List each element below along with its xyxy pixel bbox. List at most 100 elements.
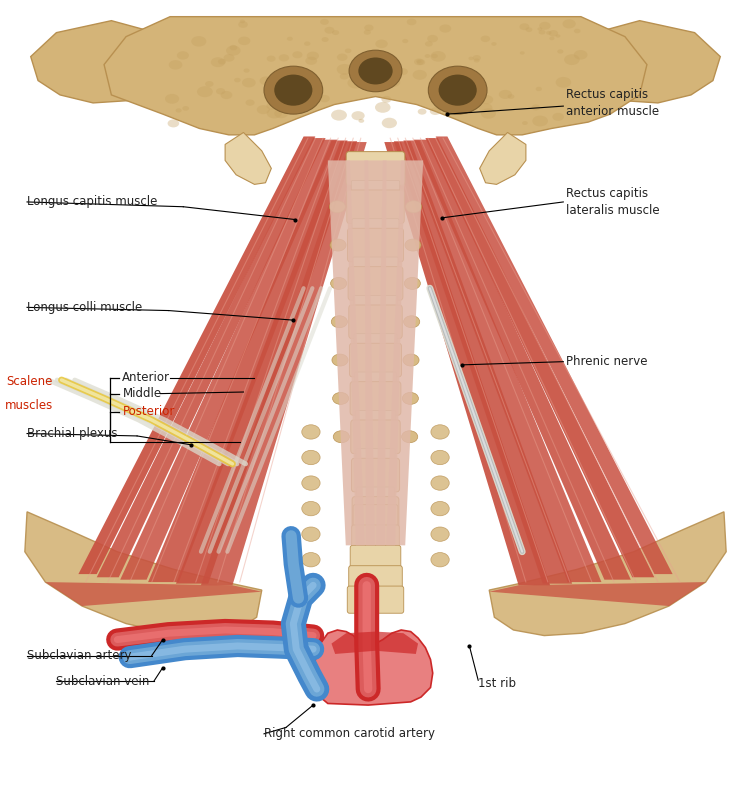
FancyBboxPatch shape — [351, 525, 399, 552]
Ellipse shape — [556, 77, 571, 88]
Polygon shape — [346, 161, 375, 546]
Ellipse shape — [345, 49, 351, 53]
Ellipse shape — [364, 25, 374, 31]
Polygon shape — [581, 21, 720, 103]
Ellipse shape — [165, 94, 179, 104]
Ellipse shape — [302, 425, 320, 439]
Ellipse shape — [267, 102, 278, 110]
Ellipse shape — [211, 58, 225, 67]
Ellipse shape — [340, 74, 348, 79]
FancyBboxPatch shape — [351, 458, 400, 492]
Ellipse shape — [473, 55, 481, 61]
Ellipse shape — [238, 37, 250, 45]
FancyBboxPatch shape — [356, 449, 395, 462]
Polygon shape — [313, 630, 432, 705]
Text: Subclavian vein: Subclavian vein — [56, 674, 150, 688]
FancyBboxPatch shape — [353, 257, 398, 270]
Ellipse shape — [429, 81, 440, 89]
Polygon shape — [79, 137, 315, 574]
Ellipse shape — [549, 30, 558, 37]
FancyBboxPatch shape — [348, 305, 402, 338]
Text: Rectus capitis
lateralis muscle: Rectus capitis lateralis muscle — [566, 187, 660, 217]
Polygon shape — [403, 141, 601, 582]
Ellipse shape — [571, 108, 576, 111]
Ellipse shape — [417, 59, 425, 65]
Ellipse shape — [334, 430, 349, 442]
Ellipse shape — [331, 316, 348, 328]
Polygon shape — [365, 161, 386, 546]
Ellipse shape — [532, 115, 548, 126]
Ellipse shape — [302, 450, 320, 465]
Ellipse shape — [519, 23, 529, 30]
Ellipse shape — [218, 59, 226, 65]
Ellipse shape — [332, 354, 348, 366]
Ellipse shape — [539, 22, 551, 30]
Ellipse shape — [320, 19, 329, 25]
Ellipse shape — [177, 51, 189, 59]
Ellipse shape — [556, 34, 560, 38]
FancyBboxPatch shape — [347, 586, 403, 614]
FancyBboxPatch shape — [350, 382, 401, 415]
FancyBboxPatch shape — [353, 295, 398, 308]
Ellipse shape — [383, 79, 388, 83]
Ellipse shape — [375, 102, 391, 113]
FancyBboxPatch shape — [354, 372, 397, 385]
Ellipse shape — [418, 109, 426, 114]
Ellipse shape — [230, 45, 237, 50]
Ellipse shape — [337, 54, 348, 61]
Ellipse shape — [416, 59, 421, 63]
Ellipse shape — [330, 239, 346, 251]
Ellipse shape — [562, 19, 576, 29]
Ellipse shape — [520, 51, 525, 54]
Ellipse shape — [267, 108, 282, 118]
Ellipse shape — [221, 91, 233, 99]
Ellipse shape — [439, 25, 451, 33]
Text: Anterior: Anterior — [123, 371, 170, 384]
Polygon shape — [225, 133, 271, 184]
Polygon shape — [435, 137, 672, 574]
Text: Right common carotid artery: Right common carotid artery — [264, 727, 435, 740]
Ellipse shape — [549, 37, 554, 40]
Polygon shape — [104, 17, 647, 135]
Ellipse shape — [574, 29, 580, 34]
Ellipse shape — [191, 36, 207, 46]
Ellipse shape — [279, 54, 289, 62]
Ellipse shape — [539, 30, 545, 34]
Ellipse shape — [531, 105, 540, 110]
Ellipse shape — [240, 19, 245, 23]
Ellipse shape — [447, 94, 457, 100]
Ellipse shape — [468, 57, 473, 60]
Ellipse shape — [205, 81, 213, 87]
Ellipse shape — [403, 354, 419, 366]
FancyBboxPatch shape — [351, 420, 400, 454]
Ellipse shape — [317, 88, 322, 92]
Ellipse shape — [364, 30, 371, 34]
FancyBboxPatch shape — [349, 343, 401, 377]
Polygon shape — [25, 512, 262, 635]
FancyBboxPatch shape — [352, 218, 399, 231]
Ellipse shape — [302, 476, 320, 490]
Ellipse shape — [294, 79, 302, 84]
Ellipse shape — [333, 393, 348, 404]
Ellipse shape — [414, 58, 424, 66]
Ellipse shape — [431, 425, 450, 439]
Ellipse shape — [481, 108, 496, 118]
Ellipse shape — [455, 87, 463, 94]
Ellipse shape — [169, 60, 182, 70]
FancyBboxPatch shape — [355, 410, 396, 423]
Ellipse shape — [402, 430, 418, 442]
Ellipse shape — [302, 553, 320, 567]
Ellipse shape — [224, 54, 235, 62]
Ellipse shape — [216, 88, 225, 94]
Ellipse shape — [313, 87, 319, 92]
Ellipse shape — [358, 58, 392, 85]
Ellipse shape — [331, 278, 347, 290]
FancyBboxPatch shape — [351, 180, 400, 193]
Ellipse shape — [564, 54, 580, 65]
Polygon shape — [331, 631, 418, 654]
Ellipse shape — [525, 27, 532, 32]
Polygon shape — [489, 512, 726, 635]
Ellipse shape — [402, 39, 409, 43]
Ellipse shape — [522, 121, 528, 125]
Polygon shape — [97, 138, 325, 578]
